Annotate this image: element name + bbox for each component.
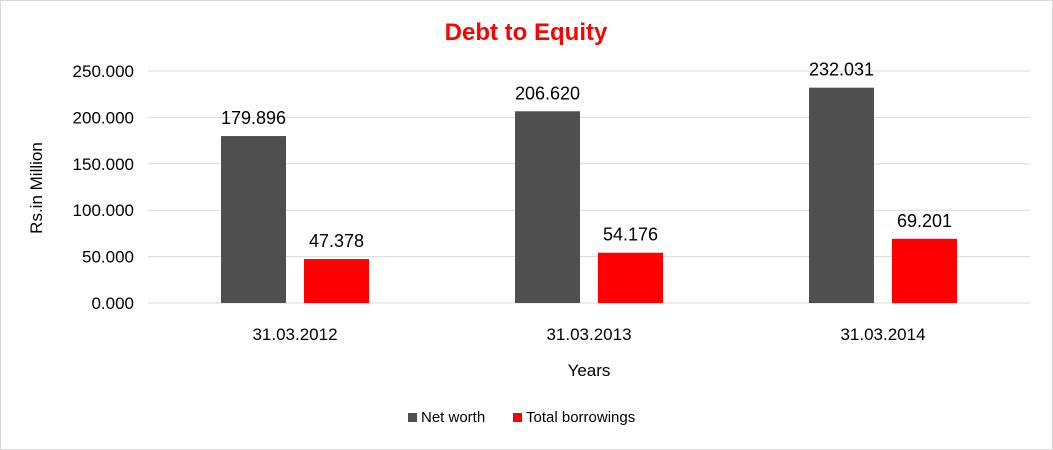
data-label: 47.378	[309, 231, 364, 251]
bar-total-borrowings-31.03.2014	[892, 238, 957, 303]
data-label: 54.176	[603, 225, 658, 245]
legend-swatch-net-worth	[408, 413, 417, 422]
x-axis-ticks: 31.03.2012 31.03.2013 31.03.2014	[252, 325, 925, 344]
y-tick-label: 150.000	[73, 155, 134, 174]
legend-label-net-worth: Net worth	[421, 409, 485, 426]
data-label: 179.896	[221, 108, 286, 128]
y-tick-label: 0.000	[91, 294, 134, 313]
bars	[221, 87, 957, 303]
x-tick-label: 31.03.2014	[840, 325, 925, 344]
legend-label-total-borrowings: Total borrowings	[526, 409, 635, 426]
x-axis-label: Years	[568, 361, 611, 380]
data-label: 232.031	[809, 60, 874, 80]
gridlines	[148, 70, 1030, 304]
bar-total-borrowings-31.03.2013	[598, 252, 663, 303]
data-label: 206.620	[515, 83, 580, 103]
data-label: 69.201	[897, 211, 952, 231]
y-axis-ticks: 0.000 50.000 100.000 150.000 200.000 250.000	[73, 62, 134, 313]
bar-net-worth-31.03.2013	[515, 111, 580, 303]
y-tick-label: 250.000	[73, 62, 134, 81]
bar-net-worth-31.03.2014	[809, 87, 874, 303]
data-labels: 179.896 47.378 206.620 54.176 232.031 69.201	[221, 60, 952, 251]
legend-swatch-total-borrowings	[513, 413, 522, 422]
bar-net-worth-31.03.2012	[221, 136, 286, 303]
chart-title: Debt to Equity	[445, 19, 608, 46]
legend: Net worth Total borrowings	[408, 409, 635, 426]
y-tick-label: 200.000	[73, 108, 134, 127]
x-tick-label: 31.03.2013	[546, 325, 631, 344]
bar-total-borrowings-31.03.2012	[304, 259, 369, 303]
x-tick-label: 31.03.2012	[252, 325, 337, 344]
y-tick-label: 50.000	[82, 248, 134, 267]
y-tick-label: 100.000	[73, 201, 134, 220]
y-axis-label: Rs.in Million	[27, 142, 46, 234]
